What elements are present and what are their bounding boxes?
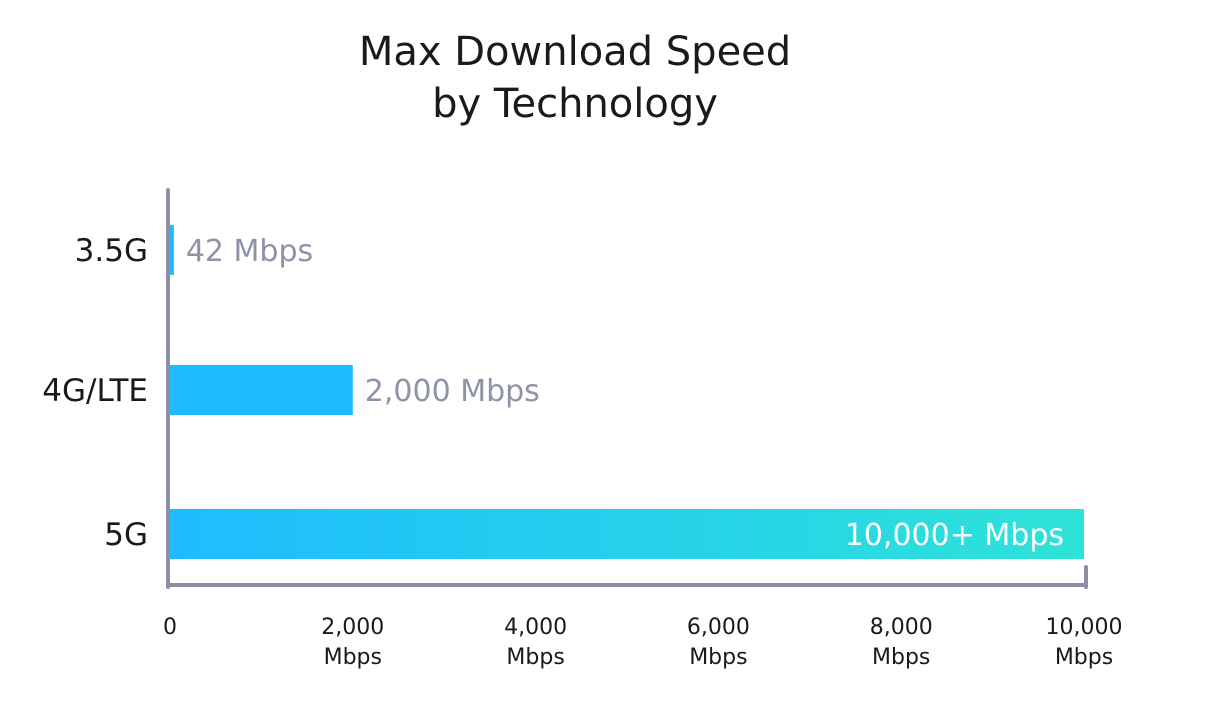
- value-label: 2,000 Mbps: [365, 374, 540, 409]
- x-tick-label: 6,000: [687, 615, 750, 640]
- chart-title-line-1: Max Download Speed: [358, 29, 792, 75]
- x-tick-label: 10,000: [1046, 615, 1123, 640]
- bar-3-5g: [170, 225, 174, 275]
- labels-group: 3.5G 42 Mbps 4G/LTE 2,000 Mbps 5G 10,000+ Mbp…: [42, 233, 1122, 670]
- x-tick-unit: Mbps: [324, 645, 382, 670]
- chart-title: Max Download Speed by Technology: [0, 26, 1150, 130]
- bar-4g-lte: [170, 365, 353, 415]
- x-tick-label: 8,000: [870, 615, 933, 640]
- value-label: 42 Mbps: [186, 234, 313, 269]
- x-tick-unit: Mbps: [1055, 645, 1113, 670]
- x-tick-unit: Mbps: [872, 645, 930, 670]
- x-tick-unit: Mbps: [689, 645, 747, 670]
- axes-group: [166, 188, 1088, 589]
- bars-group: [170, 225, 1084, 559]
- category-label: 3.5G: [75, 233, 148, 269]
- x-tick-unit: Mbps: [506, 645, 564, 670]
- x-tick-label: 4,000: [504, 615, 567, 640]
- x-tick-label: 2,000: [321, 615, 384, 640]
- chart-title-line-2: by Technology: [432, 81, 718, 127]
- category-label: 4G/LTE: [42, 373, 148, 409]
- category-label: 5G: [104, 517, 148, 553]
- x-tick-label: 0: [163, 615, 177, 640]
- bar-5g: [170, 509, 1084, 559]
- value-label: 10,000+ Mbps: [845, 518, 1064, 553]
